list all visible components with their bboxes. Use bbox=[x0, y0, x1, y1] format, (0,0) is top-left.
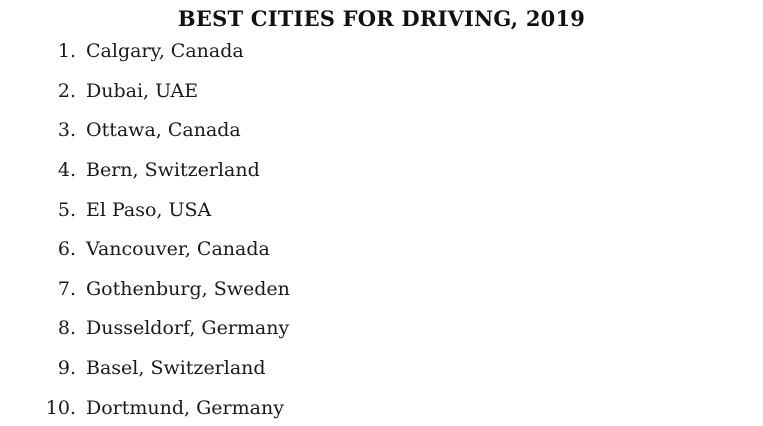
list-item-city: Dubai, UAE bbox=[86, 79, 199, 102]
list-item: 2. Dubai, UAE bbox=[0, 80, 763, 120]
list-item: 4. Bern, Switzerland bbox=[0, 159, 763, 199]
list-item-city: Vancouver, Canada bbox=[86, 238, 270, 261]
list-item-city: Dusseldorf, Germany bbox=[86, 317, 290, 340]
list-item-city: El Paso, USA bbox=[86, 198, 212, 221]
list-item-city: Calgary, Canada bbox=[86, 40, 244, 63]
list-item: 3. Ottawa, Canada bbox=[0, 119, 763, 159]
list-item-number: 1. bbox=[57, 40, 76, 63]
list-item: 6. Vancouver, Canada bbox=[0, 238, 763, 278]
list-item: 7. Gothenburg, Sweden bbox=[0, 278, 763, 318]
list-item: 9. Basel, Switzerland bbox=[0, 357, 763, 397]
list-item-city: Ottawa, Canada bbox=[86, 119, 241, 142]
list-item: 8. Dusseldorf, Germany bbox=[0, 317, 763, 357]
list-item: 10. Dortmund, Germany bbox=[0, 397, 763, 426]
list-item-city: Gothenburg, Sweden bbox=[86, 277, 290, 300]
list-item-number: 4. bbox=[57, 158, 76, 181]
list-item-number: 10. bbox=[45, 396, 76, 419]
list-item-number: 8. bbox=[57, 317, 76, 340]
list-item-number: 5. bbox=[57, 198, 76, 221]
list-item-number: 7. bbox=[57, 277, 76, 300]
list-item-number: 2. bbox=[57, 79, 76, 102]
list-item-city: Dortmund, Germany bbox=[86, 396, 284, 419]
list-item-number: 6. bbox=[57, 238, 76, 261]
list-item-number: 9. bbox=[57, 356, 76, 379]
list-item-city: Basel, Switzerland bbox=[86, 356, 266, 379]
list-item: 5. El Paso, USA bbox=[0, 199, 763, 239]
page-title: BEST CITIES FOR DRIVING, 2019 bbox=[177, 6, 586, 31]
list-item: 1. Calgary, Canada bbox=[0, 40, 763, 80]
cities-list: 1. Calgary, Canada 2. Dubai, UAE 3. Otta… bbox=[0, 40, 763, 426]
list-item-city: Bern, Switzerland bbox=[86, 158, 260, 181]
list-item-number: 3. bbox=[57, 119, 76, 142]
